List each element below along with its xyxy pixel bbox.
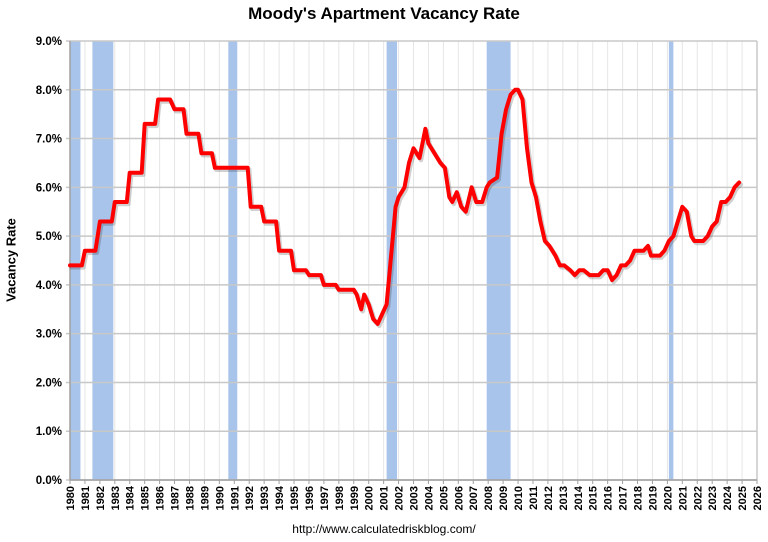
source-url: http://www.calculatedriskblog.com/ [292, 522, 476, 536]
x-tick-label: 1990 [214, 486, 226, 510]
x-tick-label: 1995 [289, 486, 301, 510]
recession-band [668, 41, 674, 480]
recession-band [486, 41, 511, 480]
recession-band [228, 41, 238, 480]
x-tick-label: 1992 [244, 486, 256, 510]
y-tick-label: 1.0% [36, 426, 62, 438]
vacancy-rate-line [68, 87, 742, 326]
y-tick-label: 4.0% [36, 280, 62, 292]
x-tick-label: 2017 [618, 486, 630, 510]
y-tick-label: 9.0% [36, 36, 62, 48]
y-tick-label: 7.0% [36, 134, 62, 146]
x-tick-label: 2018 [633, 486, 645, 510]
x-tick-label: 1983 [110, 486, 122, 510]
x-tick-label: 1982 [95, 486, 107, 510]
x-tick-label: 2001 [379, 486, 391, 510]
x-tick-label: 1981 [80, 486, 92, 510]
series-line-shadow [69, 89, 743, 329]
x-tick-label: 2007 [468, 486, 480, 510]
x-tick-label: 2014 [573, 485, 585, 510]
x-tick-label: 2011 [528, 486, 540, 510]
x-tick-label: 2015 [588, 486, 600, 510]
x-tick-label: 1996 [304, 486, 316, 510]
x-tick-label: 2026 [752, 486, 764, 510]
x-tick-label: 1985 [140, 486, 152, 510]
x-tick-label: 1993 [259, 486, 271, 510]
x-tick-label: 2012 [543, 486, 555, 510]
y-tick-label: 8.0% [36, 85, 62, 97]
x-tick-label: 1980 [65, 486, 77, 510]
x-tick-label: 2021 [677, 486, 689, 510]
x-tick-label: 2010 [513, 486, 525, 510]
y-tick-label: 2.0% [36, 377, 62, 389]
x-tick-label: 2003 [409, 486, 421, 510]
y-tick-label: 3.0% [36, 329, 62, 341]
recession-band [70, 41, 81, 480]
x-tick-label: 2004 [423, 485, 435, 510]
x-tick-label: 2019 [647, 486, 659, 510]
x-tick-label: 1994 [274, 485, 286, 510]
x-tick-label: 2006 [453, 486, 465, 510]
x-tick-label: 2000 [364, 486, 376, 510]
x-tick-label: 2005 [438, 486, 450, 510]
recession-band [92, 41, 114, 480]
x-tick-label: 2023 [707, 486, 719, 510]
y-tick-label: 5.0% [36, 231, 62, 243]
x-tick-label: 2013 [558, 486, 570, 510]
x-tick-label: 1997 [319, 486, 331, 510]
x-tick-label: 1998 [334, 486, 346, 510]
x-tick-label: 2020 [662, 486, 674, 510]
x-tick-label: 2016 [603, 486, 615, 510]
x-tick-label: 1984 [125, 485, 137, 510]
x-tick-label: 2022 [692, 486, 704, 510]
x-tick-label: 1988 [184, 486, 196, 510]
x-tick-label: 1986 [155, 486, 167, 510]
x-tick-label: 2024 [722, 485, 734, 510]
y-tick-label: 6.0% [36, 182, 62, 194]
x-tick-label: 2009 [498, 486, 510, 510]
x-tick-label: 1991 [229, 486, 241, 510]
x-tick-label: 1989 [199, 486, 211, 510]
x-tick-label: 1999 [349, 486, 361, 510]
x-tick-label: 2025 [737, 486, 749, 510]
y-tick-label: 0.0% [36, 475, 62, 487]
x-tick-label: 2002 [394, 486, 406, 510]
chart-title: Moody's Apartment Vacancy Rate [248, 4, 520, 23]
x-tick-label: 1987 [170, 486, 182, 510]
x-tick-label: 2008 [483, 486, 495, 510]
